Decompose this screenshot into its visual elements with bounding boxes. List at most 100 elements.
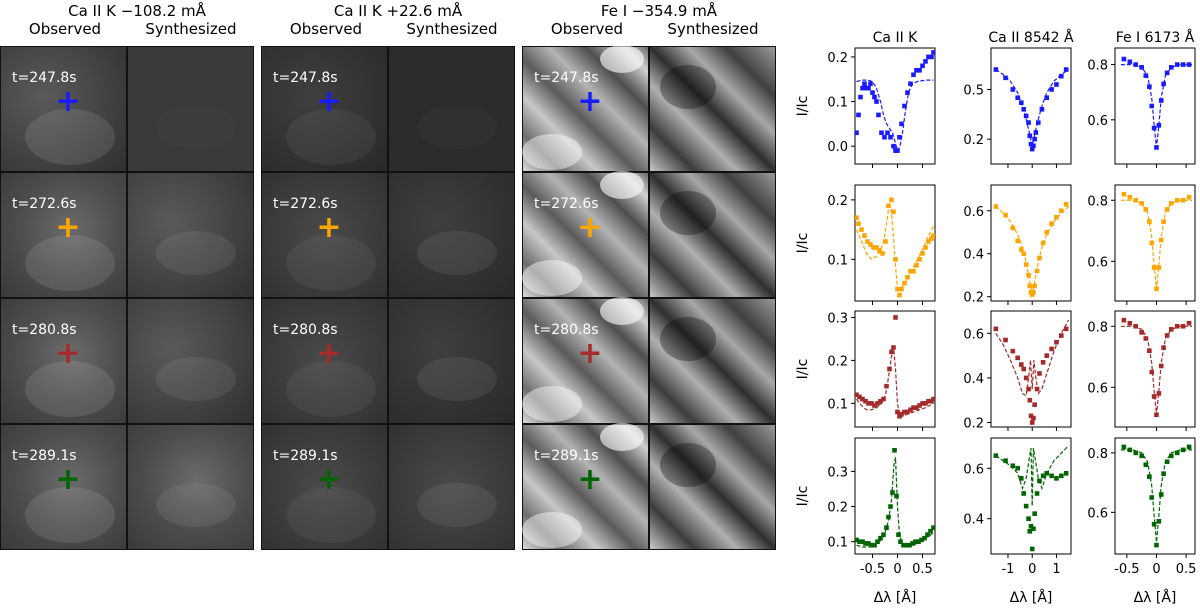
data-point [878, 398, 883, 404]
data-point [1149, 103, 1155, 109]
column-title: Ca II 8542 Å [988, 29, 1074, 46]
data-point [1003, 212, 1008, 218]
data-point [1156, 123, 1162, 128]
data-point [1044, 471, 1050, 476]
position-marker: + [316, 84, 341, 119]
data-point [868, 242, 873, 247]
data-point [1040, 473, 1046, 479]
data-point [1059, 473, 1064, 479]
intergranular-patch [660, 191, 716, 235]
data-point [1029, 420, 1035, 425]
granule-patch [600, 297, 644, 325]
data-point [875, 401, 880, 406]
data-point [1133, 323, 1139, 329]
data-point [1059, 73, 1064, 79]
data-point [1003, 458, 1008, 463]
data-point [1174, 323, 1180, 329]
time-label: t=272.6s [534, 196, 599, 212]
data-point [923, 245, 928, 250]
data-point [1154, 412, 1159, 418]
intergranular-patch [660, 443, 716, 487]
data-point [916, 539, 921, 544]
synthesized-image [650, 47, 775, 171]
y-tick-label: 0.2 [827, 501, 848, 516]
data-point [1027, 397, 1033, 403]
data-point [1168, 201, 1174, 206]
data-point [881, 396, 886, 402]
data-point [1015, 355, 1020, 361]
data-point [1151, 125, 1157, 131]
data-point [1034, 491, 1040, 496]
data-point [1054, 214, 1059, 220]
data-point [865, 239, 870, 244]
data-point [1023, 375, 1029, 381]
data-point [1032, 402, 1037, 407]
data-point [882, 134, 887, 140]
plot-area [855, 315, 935, 419]
data-point [889, 197, 894, 203]
data-point [1127, 194, 1133, 200]
position-marker: + [55, 336, 80, 371]
data-point [891, 345, 896, 350]
time-label: t=280.8s [534, 322, 599, 338]
data-point [863, 541, 868, 546]
position-marker: + [577, 84, 602, 119]
data-point [871, 245, 876, 250]
synthesized-image [128, 47, 253, 171]
data-point [856, 221, 861, 226]
y-tick-label: 0.4 [963, 513, 984, 528]
granule-patch [600, 45, 644, 73]
plot-frame [990, 47, 1072, 165]
observed-image [262, 299, 387, 423]
data-point [862, 81, 867, 86]
granule-patch [522, 386, 582, 422]
synthesized-label: Synthesized [406, 20, 497, 38]
data-point [905, 274, 910, 280]
data-point [860, 396, 865, 402]
time-label: t=272.6s [12, 196, 77, 212]
data-point [931, 50, 935, 55]
data-point [1143, 73, 1149, 78]
data-point [870, 90, 875, 95]
data-point [1010, 87, 1016, 92]
position-marker: + [55, 462, 80, 497]
data-point [1035, 120, 1041, 125]
data-point [907, 542, 912, 548]
plot-area [993, 67, 1069, 152]
data-point [910, 541, 915, 546]
data-point [1021, 107, 1027, 112]
data-point [1033, 130, 1039, 135]
y-tick-label: 0.1 [827, 253, 848, 268]
profile-plot: 0.2 0.4 0.6 [963, 310, 1072, 432]
observed-label: Observed [29, 20, 101, 38]
x-tick-label: 1 [1052, 562, 1060, 577]
data-point [1021, 491, 1027, 496]
data-point [860, 539, 865, 544]
data-point [890, 490, 895, 495]
data-point [1037, 255, 1042, 261]
data-point [901, 542, 906, 548]
data-point [1186, 62, 1192, 67]
data-point [1186, 194, 1192, 200]
data-point [898, 539, 903, 544]
time-label: t=247.8s [534, 70, 599, 86]
data-point [1044, 229, 1050, 235]
time-label: t=289.1s [273, 448, 338, 464]
data-point [1121, 191, 1127, 197]
synthesized-image [650, 299, 775, 423]
data-point [1019, 247, 1024, 252]
x-axis-label: Δλ [Å] [874, 589, 917, 606]
intergranular-patch [660, 65, 716, 109]
y-tick-label: 0.1 [827, 96, 848, 111]
plot-frame [1114, 47, 1196, 165]
profile-plot: 0.6 0.8 -0.5 0 0.5 Δλ [Å] [1087, 437, 1196, 606]
data-point [894, 493, 899, 499]
data-point [869, 542, 874, 548]
data-point [1049, 221, 1054, 226]
observed-image [1, 425, 126, 549]
y-tick-label: 0.6 [1087, 381, 1108, 396]
data-point [893, 257, 898, 262]
synthesized-image [389, 173, 514, 297]
plot-frame [1114, 184, 1196, 302]
